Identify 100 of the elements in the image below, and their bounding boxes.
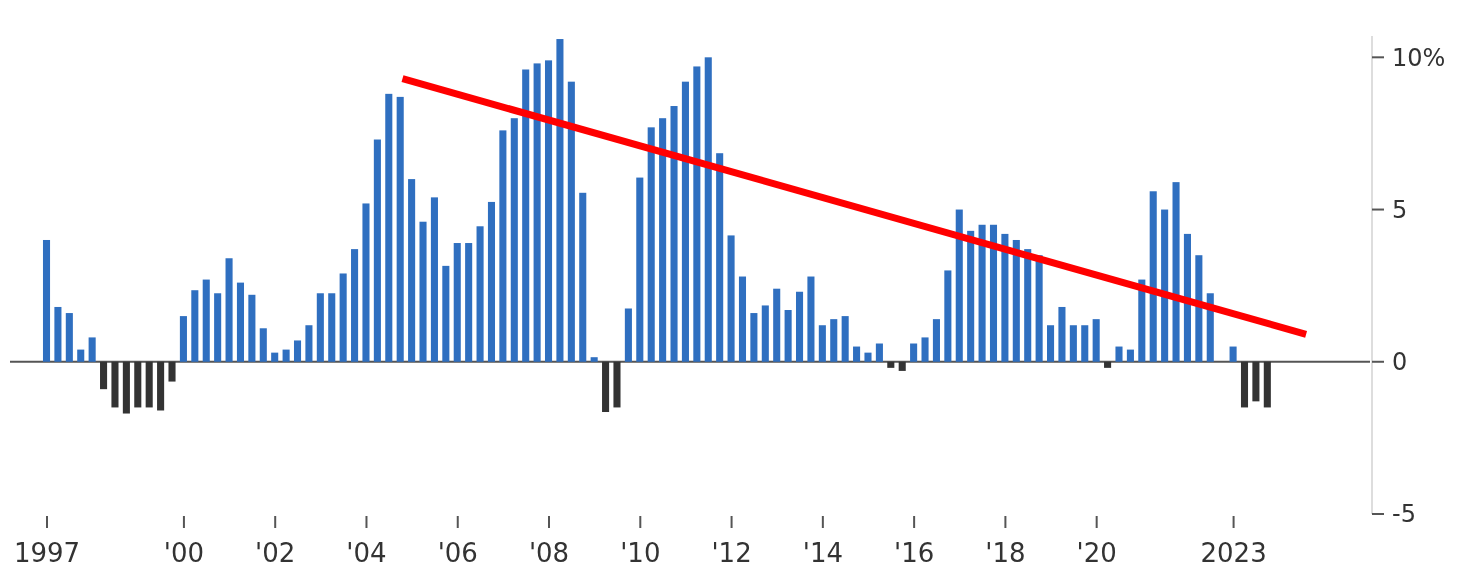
bar: [351, 249, 359, 362]
bar: [476, 226, 484, 362]
bar: [875, 343, 883, 362]
bar: [944, 270, 952, 362]
bar: [339, 273, 347, 362]
bar: [145, 361, 153, 408]
bar: [910, 343, 918, 362]
bar: [818, 325, 826, 362]
x-tick-label: '18: [985, 538, 1026, 569]
bar: [784, 310, 792, 362]
bar: [887, 361, 895, 368]
bar: [1012, 239, 1020, 362]
bar: [157, 361, 165, 411]
bar: [967, 230, 975, 362]
bar: [419, 221, 427, 362]
bar: [1104, 361, 1112, 368]
bar: [100, 361, 108, 390]
bar: [738, 276, 747, 362]
bar: [1024, 249, 1032, 362]
y-tick-label: 0: [1392, 348, 1408, 377]
bar: [1240, 361, 1249, 408]
x-tick-label: 1997: [13, 538, 81, 569]
bar: [613, 361, 621, 408]
x-tick-label: '06: [437, 538, 478, 569]
bar: [636, 177, 644, 362]
bar: [134, 361, 142, 408]
bar: [864, 352, 872, 362]
bar: [465, 243, 473, 362]
bar: [647, 127, 655, 362]
bar: [590, 357, 598, 362]
y-tick-label: 5: [1392, 195, 1408, 224]
bar: [442, 265, 450, 362]
bar: [795, 291, 804, 362]
bar: [659, 118, 667, 362]
bar: [978, 224, 986, 362]
bar: [271, 352, 279, 362]
bar: [1172, 182, 1180, 362]
bar: [556, 39, 564, 362]
bar: [579, 192, 587, 362]
x-tick-label: '10: [620, 538, 661, 569]
bar: [727, 235, 735, 362]
bar: [1229, 346, 1237, 362]
bar: [122, 361, 130, 414]
bar: [214, 293, 222, 362]
bar: [1149, 191, 1157, 362]
bar: [704, 57, 712, 362]
bar: [932, 319, 940, 362]
bar: [841, 316, 849, 362]
bar: [77, 349, 85, 362]
bar: [670, 106, 678, 362]
bar: [65, 313, 73, 362]
bar: [807, 276, 815, 362]
bar: [453, 243, 461, 362]
bar: [362, 203, 370, 362]
bar: [1115, 346, 1123, 362]
bar: [499, 130, 507, 362]
bar: [989, 224, 998, 362]
bar: [533, 63, 541, 362]
bar: [1161, 209, 1169, 362]
bar: [898, 361, 906, 371]
bar: [42, 239, 51, 362]
bar: [773, 288, 781, 362]
bar: [305, 325, 313, 362]
bar: [567, 81, 575, 362]
bar: [88, 337, 96, 362]
bar: [54, 306, 62, 362]
bar: [111, 361, 119, 408]
bar: [1252, 361, 1260, 402]
bar: [1035, 255, 1043, 362]
bar: [191, 290, 199, 362]
bar: [1069, 325, 1077, 362]
bar: [716, 153, 724, 362]
bar: [1263, 361, 1271, 408]
bar: [396, 96, 404, 362]
bar: [921, 337, 929, 362]
bar: [487, 201, 496, 362]
bar: [1138, 279, 1146, 362]
bar: [853, 346, 861, 362]
bar: [179, 316, 187, 362]
x-tick-label: '00: [163, 538, 205, 569]
bar: [1047, 325, 1055, 362]
bar: [602, 361, 610, 413]
bar: [225, 258, 233, 362]
bar: [328, 293, 336, 362]
bar: [1058, 306, 1066, 362]
bar: [1195, 255, 1203, 362]
bar: [1092, 319, 1100, 362]
bar: [248, 294, 256, 362]
y-tick-label: -5: [1392, 500, 1416, 529]
x-tick-label: '02: [255, 538, 296, 569]
bar: [1001, 233, 1009, 362]
x-tick-label: '14: [802, 538, 843, 569]
x-tick-label: 2023: [1200, 538, 1267, 569]
bar: [259, 328, 267, 362]
bar: [522, 69, 530, 362]
bar: [1081, 325, 1089, 362]
bar: [316, 293, 324, 362]
bar: [830, 319, 838, 362]
bar: [681, 81, 689, 362]
bar: [955, 209, 963, 362]
